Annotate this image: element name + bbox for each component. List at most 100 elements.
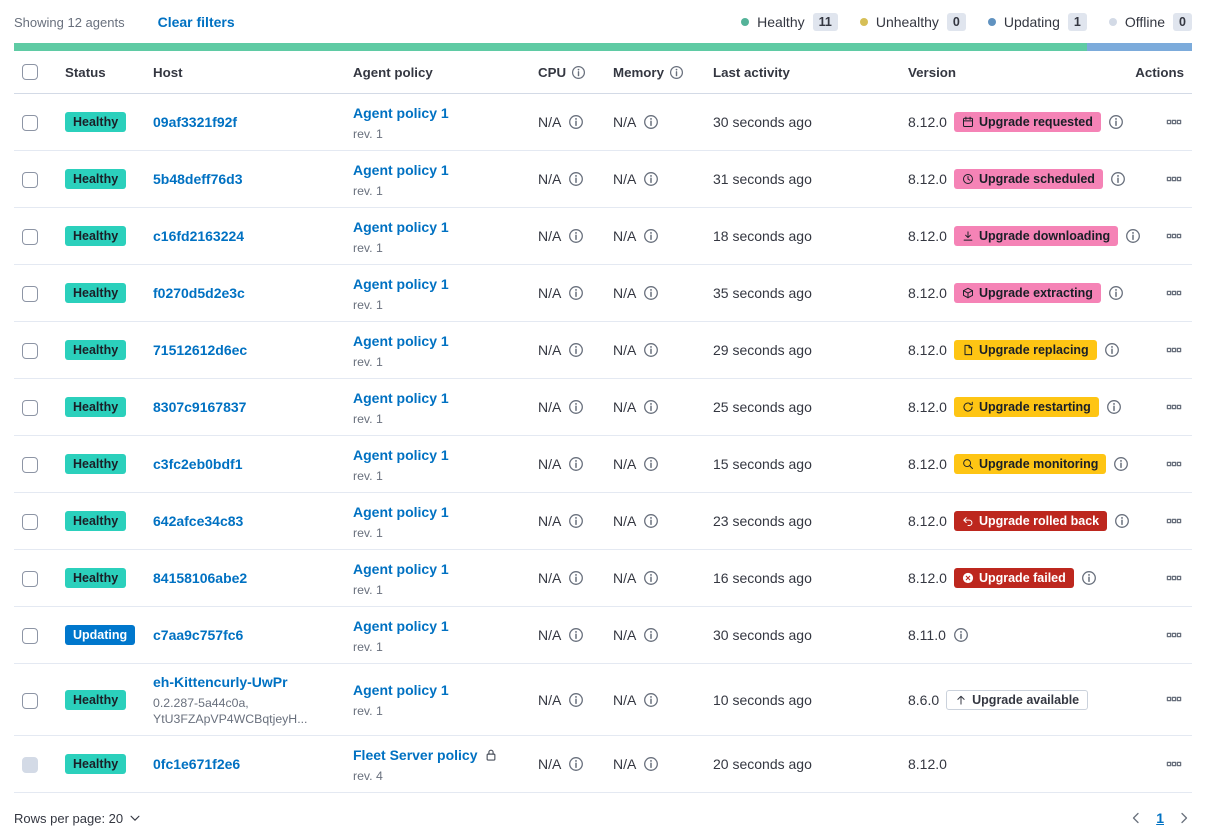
memory-info-icon[interactable] <box>643 456 659 472</box>
next-page-button[interactable] <box>1176 810 1192 826</box>
cpu-info-icon[interactable] <box>571 65 586 80</box>
agent-policy-link[interactable]: Agent policy 1 <box>353 502 449 522</box>
legend-item-healthy[interactable]: Healthy 11 <box>741 13 838 31</box>
memory-info-icon[interactable] <box>643 228 659 244</box>
host-link[interactable]: 5b48deff76d3 <box>153 171 242 187</box>
page-number-button[interactable]: 1 <box>1156 810 1164 826</box>
agent-policy-link[interactable]: Agent policy 1 <box>353 103 449 123</box>
cpu-info-icon[interactable] <box>568 285 584 301</box>
legend-item-offline[interactable]: Offline 0 <box>1109 13 1192 31</box>
table-row: Healthy 5b48deff76d3 Agent policy 1 rev.… <box>14 151 1192 208</box>
actions-menu-button[interactable] <box>1164 226 1184 246</box>
memory-info-icon[interactable] <box>643 171 659 187</box>
memory-info-icon[interactable] <box>643 399 659 415</box>
agent-policy-link[interactable]: Agent policy 1 <box>353 331 449 351</box>
legend-label: Offline <box>1125 14 1165 30</box>
agent-policy-link[interactable]: Agent policy 1 <box>353 616 449 636</box>
host-link[interactable]: 8307c9167837 <box>153 399 246 415</box>
upgrade-details-info-icon[interactable] <box>1125 228 1141 244</box>
cpu-info-icon[interactable] <box>568 456 584 472</box>
memory-info-icon[interactable] <box>643 513 659 529</box>
memory-info-icon[interactable] <box>643 756 659 772</box>
legend-item-updating[interactable]: Updating 1 <box>988 13 1087 31</box>
upgrade-details-info-icon[interactable] <box>1114 513 1130 529</box>
legend-item-unhealthy[interactable]: Unhealthy 0 <box>860 13 966 31</box>
upgrade-details-info-icon[interactable] <box>1113 456 1129 472</box>
host-link[interactable]: c3fc2eb0bdf1 <box>153 456 242 472</box>
select-all-checkbox[interactable] <box>22 64 38 80</box>
host-link[interactable]: f0270d5d2e3c <box>153 285 245 301</box>
cpu-info-icon[interactable] <box>568 114 584 130</box>
cpu-info-icon[interactable] <box>568 627 584 643</box>
row-checkbox[interactable] <box>22 343 38 359</box>
row-checkbox[interactable] <box>22 693 38 709</box>
memory-info-icon[interactable] <box>643 114 659 130</box>
clear-filters-button[interactable]: Clear filters <box>158 14 235 30</box>
memory-info-icon[interactable] <box>643 627 659 643</box>
host-link[interactable]: 84158106abe2 <box>153 570 247 586</box>
actions-menu-button[interactable] <box>1164 340 1184 360</box>
agent-policy-link[interactable]: Agent policy 1 <box>353 445 449 465</box>
upgrade-details-info-icon[interactable] <box>1108 285 1124 301</box>
actions-menu-button[interactable] <box>1164 689 1184 709</box>
cpu-info-icon[interactable] <box>568 228 584 244</box>
agent-policy-link[interactable]: Agent policy 1 <box>353 559 449 579</box>
actions-menu-button[interactable] <box>1164 568 1184 588</box>
cpu-info-icon[interactable] <box>568 342 584 358</box>
actions-menu-button[interactable] <box>1164 454 1184 474</box>
cpu-info-icon[interactable] <box>568 171 584 187</box>
cpu-info-icon[interactable] <box>568 513 584 529</box>
host-link[interactable]: 71512612d6ec <box>153 342 247 358</box>
upgrade-details-info-icon[interactable] <box>1110 171 1126 187</box>
upgrade-details-info-icon[interactable] <box>1108 114 1124 130</box>
agent-policy-link[interactable]: Agent policy 1 <box>353 217 449 237</box>
row-checkbox[interactable] <box>22 514 38 530</box>
package-icon <box>962 287 974 299</box>
agent-policy-link[interactable]: Agent policy 1 <box>353 388 449 408</box>
row-checkbox[interactable] <box>22 172 38 188</box>
row-checkbox[interactable] <box>22 286 38 302</box>
cpu-info-icon[interactable] <box>568 399 584 415</box>
host-link[interactable]: 642afce34c83 <box>153 513 243 529</box>
previous-page-button[interactable] <box>1128 810 1144 826</box>
cpu-info-icon[interactable] <box>568 692 584 708</box>
agent-policy-link[interactable]: Agent policy 1 <box>353 160 449 180</box>
agent-policy-link[interactable]: Agent policy 1 <box>353 274 449 294</box>
status-label: Healthy <box>73 226 118 246</box>
upgrade-details-info-icon[interactable] <box>953 627 969 643</box>
actions-menu-button[interactable] <box>1164 754 1184 774</box>
agent-policy-link[interactable]: Fleet Server policy <box>353 745 478 765</box>
row-checkbox[interactable] <box>22 628 38 644</box>
cpu-info-icon[interactable] <box>568 756 584 772</box>
last-activity: 18 seconds ago <box>713 228 812 244</box>
row-checkbox[interactable] <box>22 400 38 416</box>
row-checkbox[interactable] <box>22 115 38 131</box>
agent-policy-link[interactable]: Agent policy 1 <box>353 680 449 700</box>
actions-menu-button[interactable] <box>1164 169 1184 189</box>
upgrade-details-info-icon[interactable] <box>1104 342 1120 358</box>
actions-menu-button[interactable] <box>1164 511 1184 531</box>
row-checkbox[interactable] <box>22 229 38 245</box>
host-link[interactable]: c16fd2163224 <box>153 228 244 244</box>
memory-info-icon[interactable] <box>643 570 659 586</box>
memory-info-icon[interactable] <box>643 692 659 708</box>
cpu-info-icon[interactable] <box>568 570 584 586</box>
host-link[interactable]: eh-Kittencurly-UwPr <box>153 674 288 690</box>
row-checkbox[interactable] <box>22 457 38 473</box>
actions-menu-button[interactable] <box>1164 625 1184 645</box>
rows-per-page-button[interactable]: Rows per page: 20 <box>14 811 142 826</box>
memory-info-icon[interactable] <box>643 342 659 358</box>
row-checkbox[interactable] <box>22 757 38 773</box>
host-link[interactable]: 0fc1e671f2e6 <box>153 756 240 772</box>
agents-toolbar: Showing 12 agents Clear filters Healthy … <box>0 0 1225 42</box>
memory-info-icon[interactable] <box>643 285 659 301</box>
actions-menu-button[interactable] <box>1164 283 1184 303</box>
actions-menu-button[interactable] <box>1164 112 1184 132</box>
upgrade-details-info-icon[interactable] <box>1081 570 1097 586</box>
memory-info-icon[interactable] <box>669 65 684 80</box>
actions-menu-button[interactable] <box>1164 397 1184 417</box>
row-checkbox[interactable] <box>22 571 38 587</box>
host-link[interactable]: 09af3321f92f <box>153 114 237 130</box>
host-link[interactable]: c7aa9c757fc6 <box>153 627 243 643</box>
upgrade-details-info-icon[interactable] <box>1106 399 1122 415</box>
